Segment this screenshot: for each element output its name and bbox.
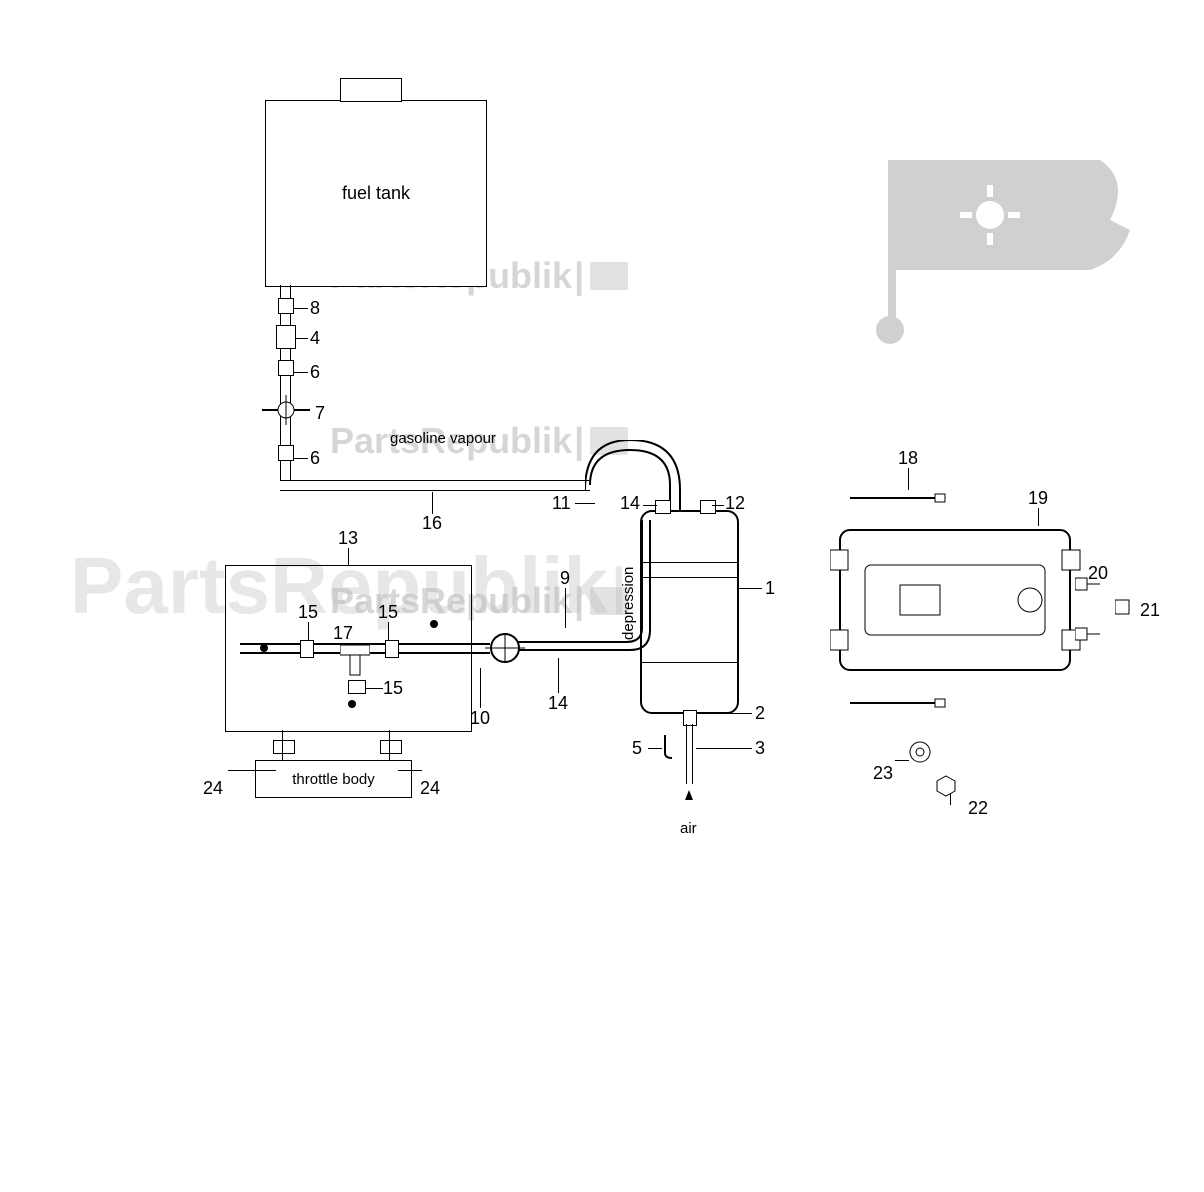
valve-7 [262, 395, 310, 430]
callout-1: 1 [765, 578, 775, 599]
callout-11: 11 [552, 493, 571, 514]
leader [398, 770, 422, 771]
tank-cap [340, 78, 402, 102]
bracket-assembly [830, 510, 1110, 705]
callout-3: 3 [755, 738, 765, 759]
screw-18b [850, 695, 950, 713]
callout-18: 18 [898, 448, 918, 469]
throttle-body: throttle body [255, 760, 412, 798]
leader [294, 372, 308, 373]
callout-2: 2 [755, 703, 765, 724]
flag-icon [590, 262, 628, 290]
leader [480, 668, 481, 708]
leader [1038, 508, 1039, 526]
callout-4: 4 [310, 328, 320, 349]
t-joint [340, 640, 370, 685]
pipe [280, 490, 590, 491]
canister-port [700, 500, 716, 514]
leader [648, 748, 662, 749]
leader [228, 770, 276, 771]
fuel-tank-label: fuel tank [342, 183, 410, 204]
connector-4 [276, 325, 296, 349]
air-arrow-icon [685, 790, 693, 800]
fastener-20b [1075, 625, 1100, 648]
connector-15 [348, 680, 366, 694]
leader [643, 505, 657, 506]
callout-15b: 15 [378, 602, 398, 623]
leader [388, 622, 389, 640]
leader [950, 793, 951, 805]
connector-6b [278, 445, 294, 461]
screw-18 [850, 490, 950, 508]
leader [696, 748, 752, 749]
connector-8 [278, 298, 294, 314]
callout-12: 12 [725, 493, 745, 514]
flag-icon [870, 130, 1150, 350]
callout-15c: 15 [383, 678, 403, 699]
watermark-big-flag [870, 130, 1150, 355]
pipe [692, 724, 693, 784]
leader [575, 503, 595, 504]
leader [565, 588, 566, 628]
callout-6a: 6 [310, 362, 320, 383]
leader [296, 338, 308, 339]
leader [895, 760, 909, 761]
nut-22 [935, 775, 957, 802]
pipe [686, 724, 687, 784]
leader [365, 688, 383, 689]
leader [558, 658, 559, 693]
callout-17: 17 [333, 623, 353, 644]
callout-22: 22 [968, 798, 988, 819]
valve-9 [485, 628, 525, 673]
clip-5 [660, 735, 680, 765]
callout-8: 8 [310, 298, 320, 319]
fuel-tank: fuel tank [265, 100, 487, 287]
dot [430, 620, 438, 628]
dot [260, 644, 268, 652]
leader [432, 492, 433, 514]
connector-6a [278, 360, 294, 376]
leader [737, 588, 762, 589]
callout-9: 9 [560, 568, 570, 589]
dot [348, 700, 356, 708]
connector-24 [273, 740, 295, 754]
connector-15 [300, 640, 314, 658]
diagram-root: PartsRepublik | PartsRepublik| PartsRepu… [0, 0, 1204, 903]
fastener-21 [1115, 598, 1135, 621]
leader [294, 458, 308, 459]
gasoline-vapour-label: gasoline vapour [390, 430, 496, 447]
callout-14a: 14 [548, 693, 568, 714]
depression-label: depression [620, 567, 637, 640]
leader [712, 505, 724, 506]
leader [294, 308, 308, 309]
leader [348, 548, 349, 566]
pipe [389, 730, 390, 760]
callout-23: 23 [873, 763, 893, 784]
callout-5: 5 [632, 738, 642, 759]
leader [908, 468, 909, 490]
callout-15a: 15 [298, 602, 318, 623]
bolt-23 [905, 740, 935, 770]
leader [700, 713, 752, 714]
callout-21: 21 [1140, 600, 1160, 621]
callout-24b: 24 [420, 778, 440, 799]
callout-19: 19 [1028, 488, 1048, 509]
throttle-body-label: throttle body [292, 771, 375, 788]
leader [308, 622, 309, 640]
callout-13: 13 [338, 528, 358, 549]
callout-16: 16 [422, 513, 442, 534]
connector-15 [385, 640, 399, 658]
callout-6b: 6 [310, 448, 320, 469]
callout-10: 10 [470, 708, 490, 729]
callout-14b: 14 [620, 493, 640, 514]
connector-24 [380, 740, 402, 754]
callout-7: 7 [315, 403, 325, 424]
callout-20: 20 [1088, 563, 1108, 584]
callout-24a: 24 [203, 778, 223, 799]
pipe [280, 480, 590, 481]
air-label: air [680, 820, 697, 837]
pipe [282, 730, 283, 760]
